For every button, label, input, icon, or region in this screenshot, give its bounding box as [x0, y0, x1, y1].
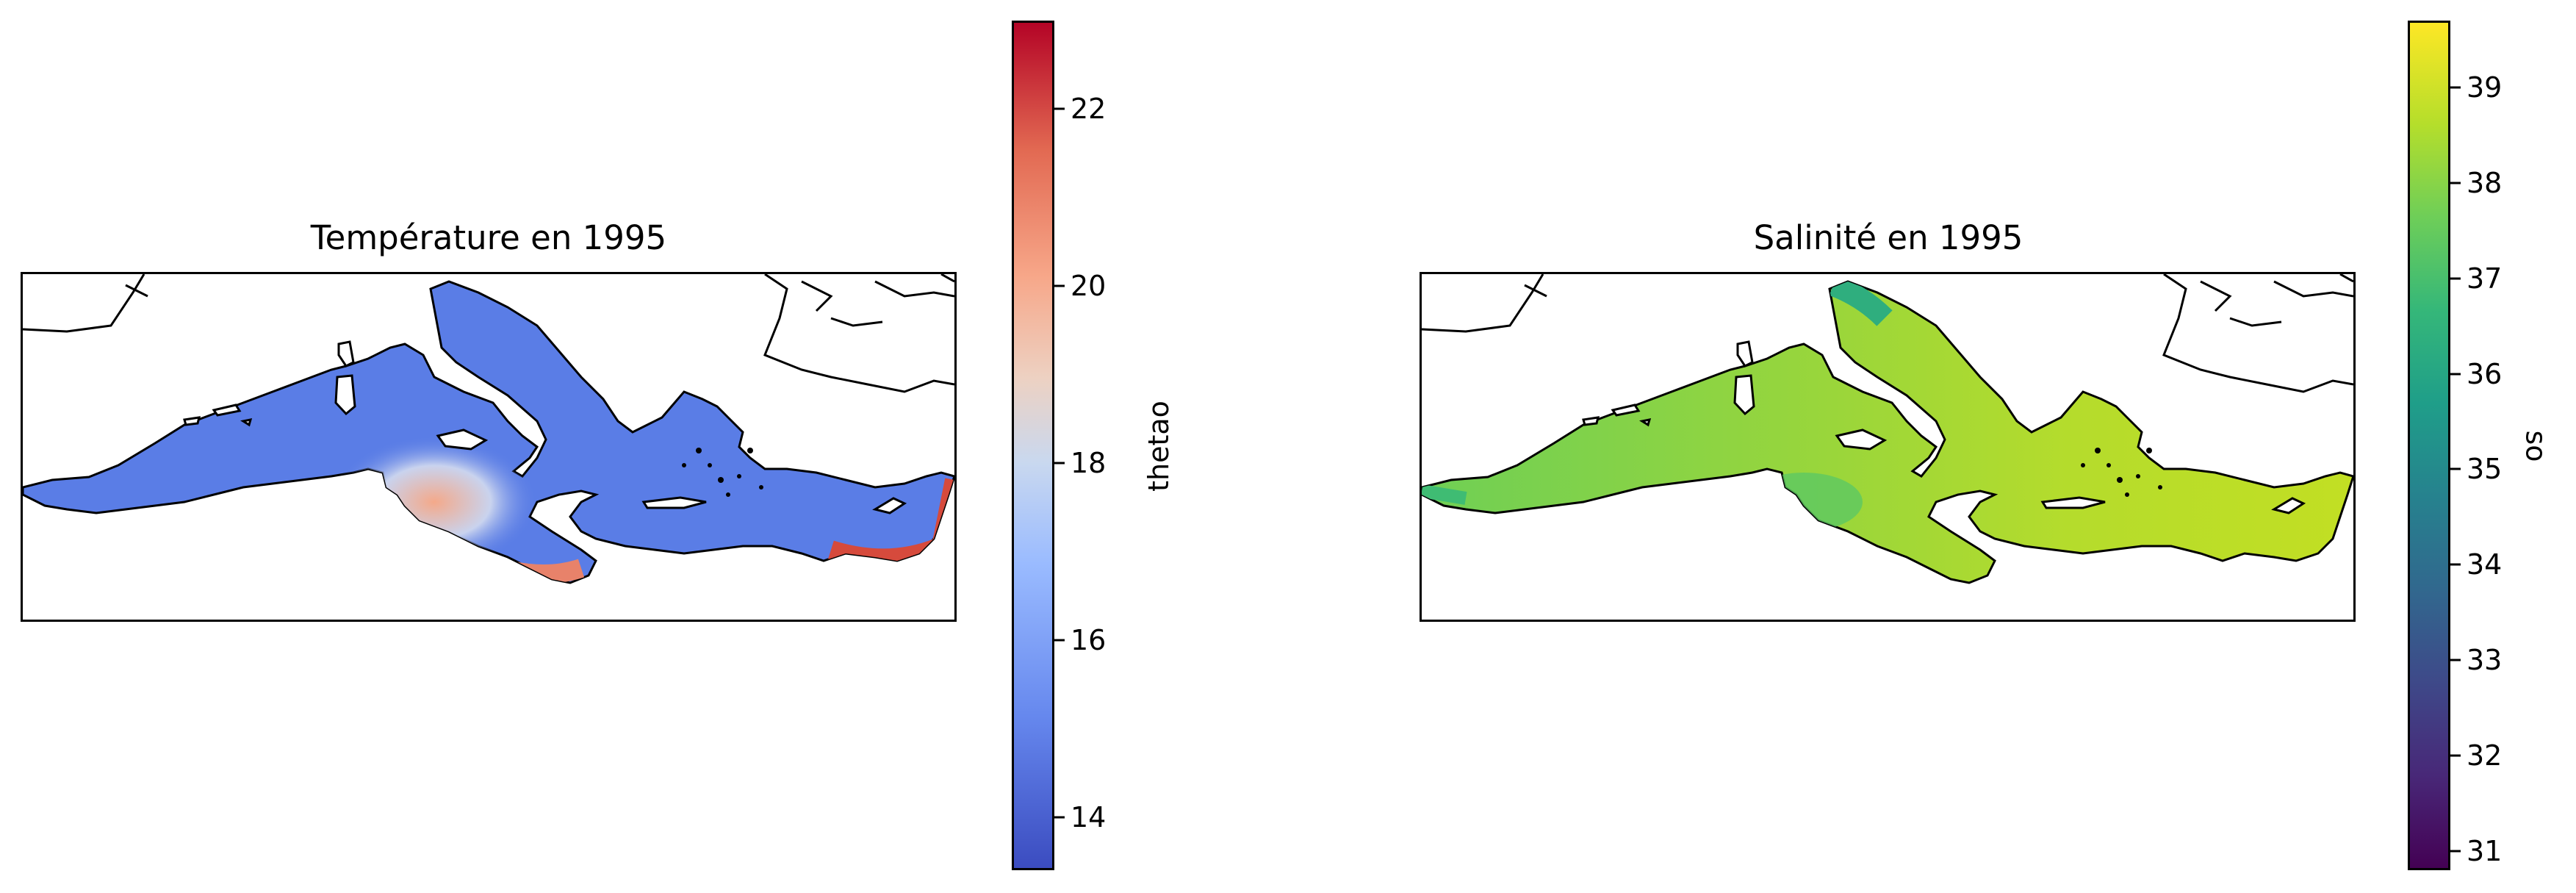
colorbar-salinity — [2408, 21, 2450, 870]
colorbar-tick-label: 14 — [1071, 800, 1107, 833]
colorbar-tick-mark — [1054, 107, 1065, 110]
colorbar-tick-label: 32 — [2467, 739, 2503, 772]
colorbar-temperature — [1012, 21, 1054, 870]
colorbar-tick-mark — [1054, 284, 1065, 287]
salinity-map — [1420, 272, 2356, 622]
colorbar-tick-label: 36 — [2467, 357, 2503, 390]
colorbar-tick-mark — [2450, 86, 2461, 89]
colorbar-tick-label: 38 — [2467, 166, 2503, 199]
panel-title-salinity: Salinité en 1995 — [1753, 218, 2023, 257]
colorbar-tick-label: 35 — [2467, 453, 2503, 486]
colorbar-tick-mark — [1054, 462, 1065, 465]
colorbar-tick-label: 20 — [1071, 270, 1107, 303]
colorbar-tick-mark — [2450, 850, 2461, 853]
colorbar-tick-mark — [1054, 816, 1065, 819]
panel-title-temperature: Température en 1995 — [310, 218, 667, 257]
colorbar-tick-label: 31 — [2467, 835, 2503, 868]
colorbar-tick-label: 39 — [2467, 71, 2503, 104]
colorbar-label-salinity: so — [2519, 430, 2552, 462]
colorbar-tick-label: 22 — [1071, 93, 1107, 126]
colorbar-label-temperature: thetao — [1142, 401, 1175, 492]
sea-region — [1422, 280, 2353, 584]
colorbar-tick-mark — [2450, 182, 2461, 184]
colorbar-tick-label: 18 — [1071, 447, 1107, 480]
colorbar-tick-mark — [2450, 373, 2461, 376]
colorbar-tick-mark — [2450, 659, 2461, 661]
temperature-map — [21, 272, 957, 622]
colorbar-tick-mark — [1054, 639, 1065, 642]
colorbar-tick-label: 34 — [2467, 548, 2503, 581]
colorbar-tick-mark — [2450, 754, 2461, 757]
colorbar-tick-mark — [2450, 563, 2461, 566]
colorbar-tick-label: 33 — [2467, 644, 2503, 677]
colorbar-tick-mark — [2450, 467, 2461, 470]
colorbar-tick-label: 16 — [1071, 623, 1107, 656]
colorbar-tick-mark — [2450, 277, 2461, 280]
colorbar-tick-label: 37 — [2467, 262, 2503, 295]
